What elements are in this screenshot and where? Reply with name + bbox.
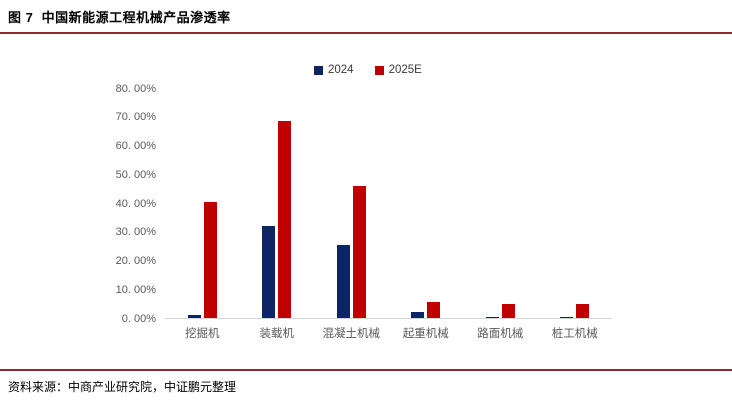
bar-series0-cat2 bbox=[336, 244, 350, 318]
y-axis-tick-label: 80. 00% bbox=[115, 82, 156, 95]
legend-item-series1: 2025E bbox=[374, 64, 422, 76]
legend-item-series0: 2024 bbox=[314, 64, 354, 76]
bar-series0-cat1 bbox=[262, 226, 276, 318]
bottom-divider bbox=[0, 369, 732, 371]
x-axis-category-label: 路面机械 bbox=[477, 328, 524, 340]
y-axis-tick-label: 50. 00% bbox=[115, 168, 156, 181]
figure-title: 图 7 中国新能源工程机械产品渗透率 bbox=[8, 10, 231, 25]
y-axis-tick-label: 10. 00% bbox=[115, 283, 156, 296]
bar-series1-cat2 bbox=[352, 185, 366, 318]
chart-legend: 2024 2025E bbox=[314, 64, 422, 76]
x-axis-category-label: 桩工机械 bbox=[551, 328, 598, 340]
top-divider bbox=[0, 32, 732, 34]
bar-series1-cat0 bbox=[203, 201, 217, 318]
bar-series0-cat3 bbox=[411, 312, 425, 318]
x-axis: 挖掘机 装载机 混凝土机械 起重机械 路面机械 桩工机械 bbox=[165, 325, 612, 343]
legend-label: 2024 bbox=[328, 64, 354, 76]
bar-series1-cat3 bbox=[427, 302, 441, 318]
x-axis-category-label: 挖掘机 bbox=[185, 328, 220, 340]
legend-swatch-icon bbox=[314, 66, 323, 75]
x-axis-category-label: 装载机 bbox=[259, 328, 295, 340]
bar-series1-cat5 bbox=[576, 304, 590, 318]
y-axis-tick-label: 20. 00% bbox=[115, 255, 156, 267]
x-axis-category-label: 混凝土机械 bbox=[322, 328, 381, 340]
legend-swatch-icon bbox=[374, 66, 384, 75]
source-note: 资料来源：中商产业研究院，中证鹏元整理 bbox=[8, 380, 237, 394]
bar-series0-cat5 bbox=[560, 316, 574, 318]
y-axis: 0. 00% 10. 00% 20. 00% 30. 00% 40. 00% 50. 00… bbox=[0, 83, 160, 325]
y-axis-tick-label: 40. 00% bbox=[115, 197, 156, 210]
x-axis-category-label: 起重机械 bbox=[402, 328, 449, 340]
y-axis-tick-label: 60. 00% bbox=[115, 140, 156, 152]
plot-area bbox=[165, 89, 612, 319]
y-axis-tick-label: 70. 00% bbox=[115, 111, 156, 124]
bar-series1-cat4 bbox=[501, 303, 515, 318]
bar-series1-cat1 bbox=[278, 121, 292, 318]
y-axis-tick-label: 30. 00% bbox=[115, 226, 156, 239]
bar-series0-cat4 bbox=[485, 316, 499, 318]
y-axis-tick-label: 0. 00% bbox=[121, 312, 156, 325]
legend-label: 2025E bbox=[388, 64, 422, 76]
bar-series0-cat0 bbox=[187, 315, 201, 318]
